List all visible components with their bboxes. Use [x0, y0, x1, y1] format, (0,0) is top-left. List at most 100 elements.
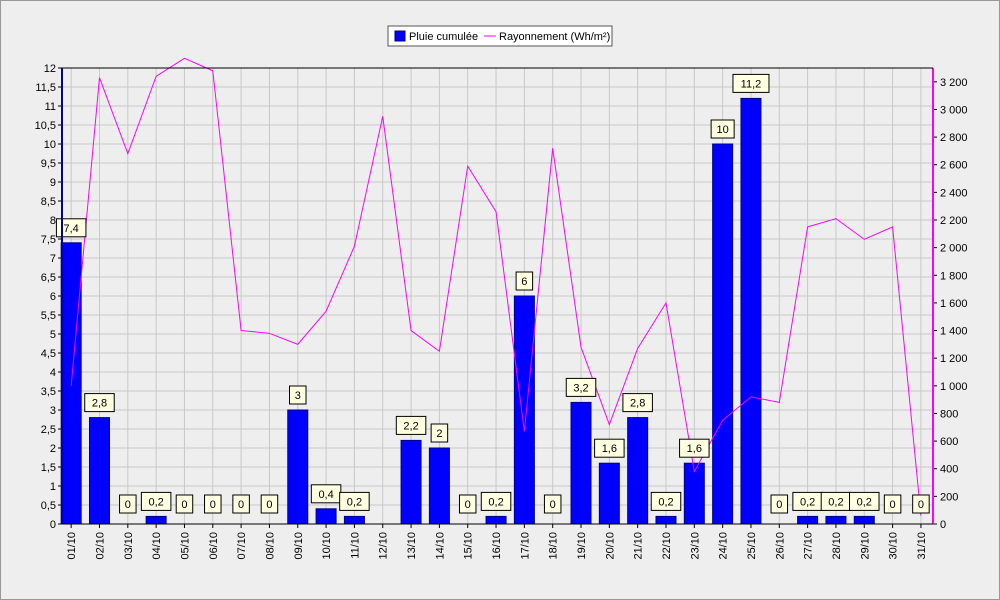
data-label-box: [430, 423, 449, 443]
y-left-tick-label: 2,5: [41, 424, 56, 436]
x-tick-label: 07/10: [236, 532, 248, 560]
data-label-box: [84, 393, 115, 413]
data-label: 0: [890, 499, 896, 511]
y-left-tick-label: 0,5: [41, 500, 56, 512]
data-label-box: [883, 494, 902, 514]
y-right-tick-label: 400: [940, 464, 958, 476]
bar: [598, 462, 620, 525]
y-right-tick-label: 1 000: [940, 381, 968, 393]
y-right-tick-label: 2 200: [940, 215, 968, 227]
bar: [287, 409, 309, 525]
y-right-tick-label: 1 800: [940, 270, 968, 282]
x-tick-label: 30/10: [888, 532, 900, 560]
y-left-tick-label: 9: [50, 177, 56, 189]
x-tick-label: 04/10: [151, 532, 163, 560]
data-label-box: [710, 119, 735, 139]
data-label: 7,4: [64, 223, 79, 235]
data-label-box: [55, 218, 87, 238]
x-tick-label: 22/10: [661, 532, 673, 560]
data-label: 2,8: [630, 398, 645, 410]
data-label: 10: [717, 124, 729, 136]
y-left-tick-label: 4,5: [41, 348, 56, 360]
x-tick-label: 12/10: [378, 532, 390, 560]
data-label-box: [140, 491, 172, 511]
data-label-box: [543, 494, 562, 514]
data-label-box: [650, 491, 682, 511]
y-left-tick-label: 7: [50, 253, 56, 265]
data-label: 0: [238, 499, 244, 511]
y-left-tick-label: 1: [50, 481, 56, 493]
bar: [343, 515, 365, 525]
y-left-tick-label: 9,5: [41, 158, 56, 170]
data-label-box: [622, 393, 653, 413]
data-label: 11,2: [741, 78, 762, 90]
bar: [797, 515, 819, 525]
y-left-tick-label: 11,5: [35, 82, 56, 94]
y-left-tick-label: 12: [44, 63, 56, 75]
data-label: 0: [776, 499, 782, 511]
plot-area: 00,511,522,533,544,555,566,577,588,599,5…: [35, 57, 968, 560]
y-right-tick-label: 2 600: [940, 160, 968, 172]
data-label: 0: [210, 499, 216, 511]
y-right-tick-label: 800: [940, 408, 958, 420]
bar: [853, 515, 875, 525]
x-tick-label: 01/10: [66, 532, 78, 560]
data-label: 0,2: [148, 496, 163, 508]
data-label-box: [395, 415, 427, 435]
y-left-tick-label: 5,5: [41, 310, 56, 322]
x-tick-label: 19/10: [576, 532, 588, 560]
x-tick-label: 06/10: [208, 532, 220, 560]
data-label: 0,2: [347, 496, 362, 508]
y-left-tick-label: 2: [50, 443, 56, 455]
y-right-tick-label: 1 400: [940, 326, 968, 338]
x-tick-label: 23/10: [689, 532, 701, 560]
y-right-tick-label: 3 200: [940, 77, 968, 89]
x-tick-label: 26/10: [774, 532, 786, 560]
x-tick-label: 08/10: [264, 532, 276, 560]
data-label-box: [565, 377, 597, 397]
y-left-tick-label: 3: [50, 405, 56, 417]
x-tick-label: 05/10: [179, 532, 191, 560]
data-label: 3,2: [573, 382, 588, 394]
y-left-tick-label: 10: [44, 139, 56, 151]
data-label: 2,2: [403, 420, 418, 432]
bar: [513, 295, 535, 525]
y-right-tick-label: 3 000: [940, 104, 968, 116]
data-label: 0: [918, 499, 924, 511]
x-tick-label: 18/10: [548, 532, 560, 560]
data-label: 2: [436, 428, 442, 440]
data-label: 0,2: [488, 496, 503, 508]
y-left-tick-label: 8,5: [41, 196, 56, 208]
x-tick-label: 31/10: [916, 532, 928, 560]
data-label-box: [594, 438, 625, 458]
x-tick-label: 15/10: [463, 532, 475, 560]
x-tick-label: 13/10: [406, 532, 418, 560]
x-tick-label: 02/10: [94, 532, 106, 560]
legend-bar-label: Pluie cumulée: [409, 31, 478, 43]
y-left-tick-label: 5: [50, 329, 56, 341]
data-label: 0,4: [318, 489, 333, 501]
bar: [627, 417, 649, 525]
x-tick-label: 03/10: [123, 532, 135, 560]
data-label: 0,2: [800, 496, 815, 508]
x-tick-label: 14/10: [434, 532, 446, 560]
y-left-tick-label: 6: [50, 291, 56, 303]
bar: [712, 143, 734, 525]
data-label-box: [175, 494, 194, 514]
data-label: 0: [181, 499, 187, 511]
y-right-tick-label: 0: [940, 519, 946, 531]
data-label-box: [679, 438, 710, 458]
data-label: 6: [521, 276, 527, 288]
x-tick-label: 09/10: [293, 532, 305, 560]
x-tick-label: 16/10: [491, 532, 503, 560]
data-label-box: [732, 73, 770, 93]
data-label: 0: [266, 499, 272, 511]
data-label-box: [232, 494, 250, 514]
bar: [740, 97, 762, 525]
x-tick-label: 20/10: [604, 532, 616, 560]
y-left-tick-label: 4: [50, 367, 56, 379]
data-label-box: [770, 494, 789, 514]
data-label-box: [289, 385, 307, 405]
bar: [145, 515, 167, 525]
